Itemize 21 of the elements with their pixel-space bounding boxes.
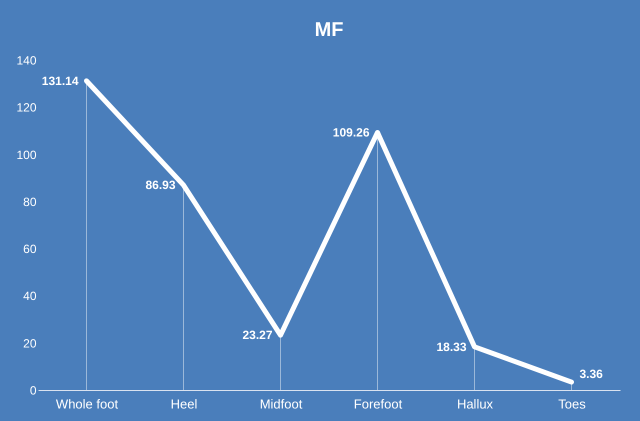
data-label: 86.93 (145, 178, 176, 192)
y-tick-label: 60 (23, 242, 37, 256)
data-label: 109.26 (332, 125, 370, 140)
data-label: 18.33 (436, 340, 467, 354)
x-tick-label: Heel (170, 396, 198, 412)
data-label: 3.36 (580, 367, 604, 382)
data-label: 131.14 (42, 74, 79, 88)
x-tick-label: Toes (558, 396, 586, 412)
x-tick-label: Forefoot (354, 396, 403, 412)
y-tick-label: 100 (16, 148, 37, 162)
chart-title: MF (314, 19, 344, 41)
y-tick-label: 120 (16, 100, 37, 115)
y-tick-label: 20 (23, 336, 37, 350)
x-tick-label: Whole foot (56, 396, 118, 412)
x-tick-label: Hallux (456, 396, 494, 412)
y-tick-label: 40 (23, 289, 37, 304)
y-tick-label: 0 (30, 384, 37, 398)
data-label: 23.27 (242, 328, 273, 342)
x-tick-label: Midfoot (260, 396, 303, 412)
y-tick-label: 140 (16, 54, 37, 68)
y-tick-label: 80 (23, 194, 37, 209)
